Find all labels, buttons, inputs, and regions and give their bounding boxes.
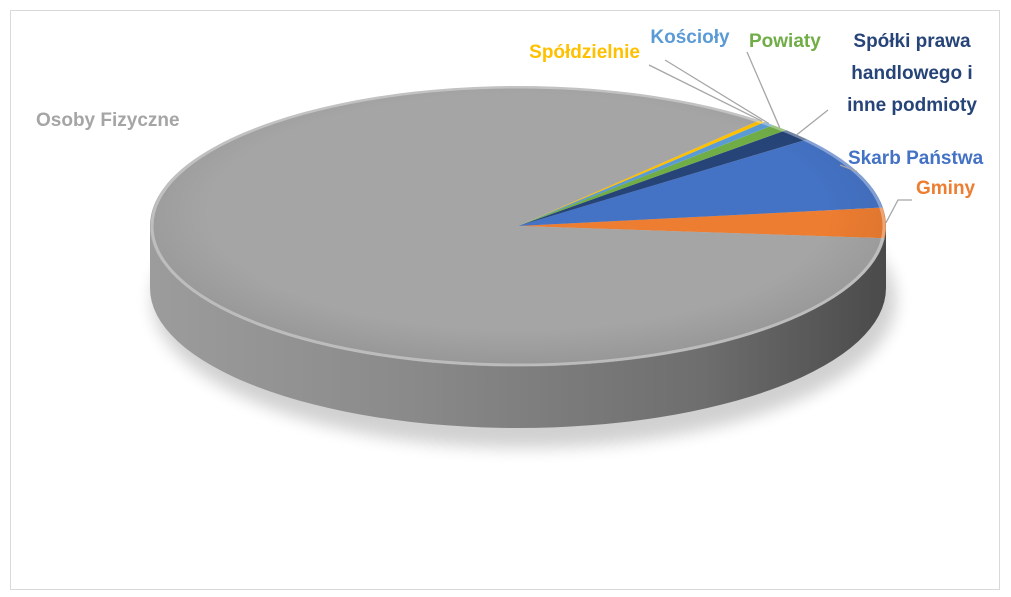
data-label: Gminy	[916, 178, 976, 199]
data-label: Powiaty	[749, 31, 821, 52]
leader-line	[839, 164, 858, 173]
pie-rim-highlight	[150, 85, 886, 367]
leader-line	[648, 64, 763, 122]
data-label: Skarb Państwa	[848, 148, 984, 169]
leader-line	[664, 59, 770, 125]
data-label: Kościoły	[650, 27, 730, 48]
data-label: inne podmioty	[847, 95, 977, 116]
pie-side-wall	[150, 226, 886, 428]
data-label: handlowego i	[851, 63, 972, 84]
leader-line	[885, 199, 912, 224]
pie-top-shading	[150, 86, 886, 366]
data-label: Osoby Fizyczne	[36, 110, 180, 131]
data-label: Spółdzielnie	[529, 42, 640, 63]
leader-line	[796, 109, 829, 136]
leader-line	[746, 51, 781, 128]
data-label: Spółki prawa	[853, 31, 971, 52]
